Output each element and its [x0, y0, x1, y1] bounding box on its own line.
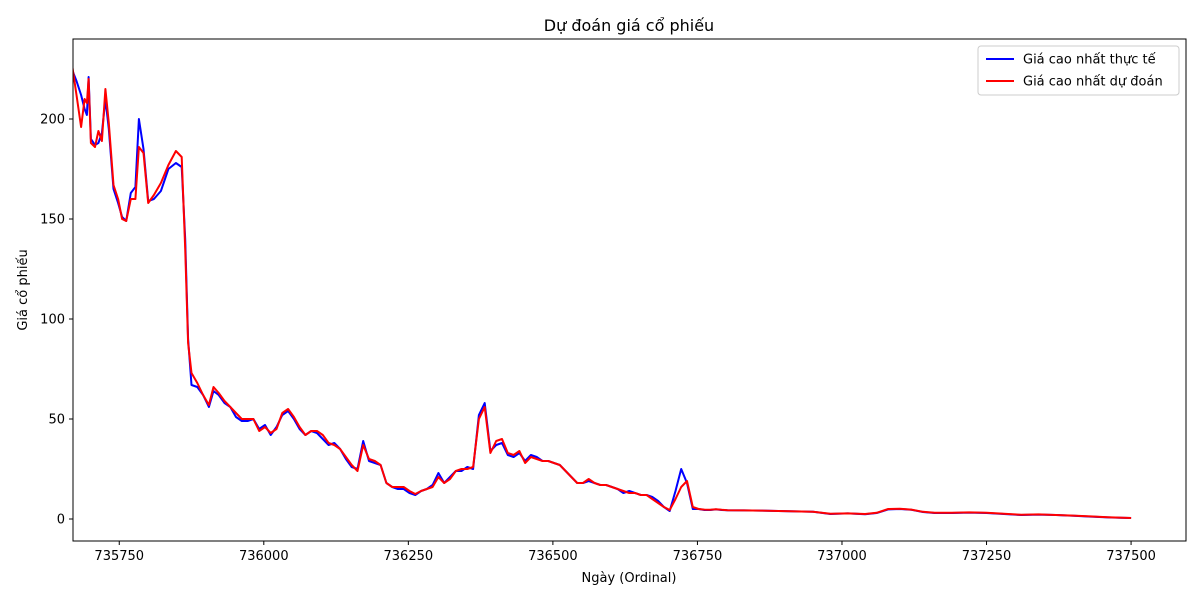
x-tick-label: 736250: [384, 549, 434, 564]
plot-frame: [72, 38, 1187, 542]
legend-label: Giá cao nhất thực tế: [1023, 53, 1156, 68]
x-tick-label: 735750: [94, 549, 144, 564]
legend-box: [977, 45, 1180, 96]
x-tick-label: 737250: [962, 549, 1012, 564]
y-tick-label: 50: [48, 413, 65, 428]
y-tick-label: 0: [57, 513, 65, 528]
axes: 735750 736000 736250 736500 736750 737000 7372…: [40, 38, 1187, 564]
plot-area: [73, 64, 1132, 519]
x-tick-label: 737000: [817, 549, 867, 564]
legend-label: Giá cao nhất dự đoán: [1023, 75, 1163, 90]
y-tick-label: 100: [40, 313, 65, 328]
series-line-predicted: [73, 64, 1132, 519]
x-tick-label: 736500: [528, 549, 578, 564]
x-tick-label: 736750: [673, 549, 723, 564]
y-tick-label: 150: [40, 213, 65, 228]
series-line-actual: [73, 69, 1132, 519]
x-tick-label: 737500: [1106, 549, 1156, 564]
x-tick-label: 736000: [239, 549, 289, 564]
y-tick-label: 200: [40, 113, 65, 128]
y-axis-label: Giá cổ phiếu: [16, 249, 31, 330]
chart-title: Dự đoán giá cổ phiếu: [544, 16, 714, 35]
legend: Giá cao nhất thực tế Giá cao nhất dự đoán: [977, 45, 1180, 96]
x-axis-label: Ngày (Ordinal): [582, 571, 677, 586]
